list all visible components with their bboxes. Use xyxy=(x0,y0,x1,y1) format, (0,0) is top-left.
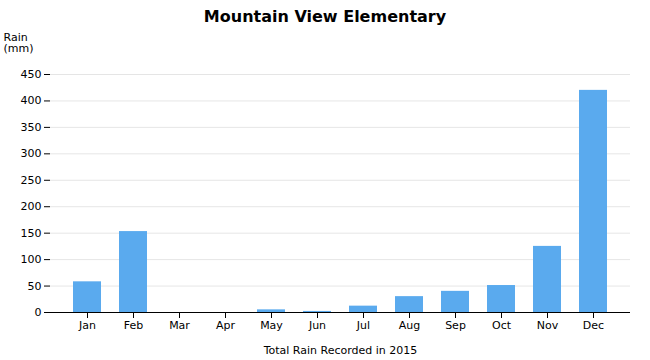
svg-text:Nov: Nov xyxy=(537,319,559,332)
svg-text:300: 300 xyxy=(21,147,42,160)
svg-text:200: 200 xyxy=(21,200,42,213)
html-text:Mountain View Elementary: Mountain View Elementary xyxy=(203,7,447,26)
svg-text:Total Rain Recorded in 2015: Total Rain Recorded in 2015 xyxy=(263,344,418,357)
svg-text:350: 350 xyxy=(21,121,42,134)
svg-text:Mar: Mar xyxy=(169,319,190,332)
svg-text:Feb: Feb xyxy=(124,319,143,332)
svg-text:Jan: Jan xyxy=(78,319,96,332)
svg-text:100: 100 xyxy=(21,253,42,266)
svg-text:250: 250 xyxy=(21,174,42,187)
svg-text:Sep: Sep xyxy=(445,319,466,332)
svg-text:Jun: Jun xyxy=(308,319,326,332)
svg-text:50: 50 xyxy=(28,280,42,293)
svg-text:Oct: Oct xyxy=(492,319,512,332)
svg-text:Dec: Dec xyxy=(583,319,604,332)
svg-text:May: May xyxy=(260,319,283,332)
svg-text:450: 450 xyxy=(21,68,42,81)
svg-text:Apr: Apr xyxy=(216,319,236,332)
svg-text:400: 400 xyxy=(21,94,42,107)
svg-text:Aug: Aug xyxy=(399,319,420,332)
svg-text:0: 0 xyxy=(35,306,42,319)
svg-text:Rain(mm): Rain(mm) xyxy=(4,31,34,55)
svg-text:150: 150 xyxy=(21,227,42,240)
svg-text:Jul: Jul xyxy=(356,319,370,332)
